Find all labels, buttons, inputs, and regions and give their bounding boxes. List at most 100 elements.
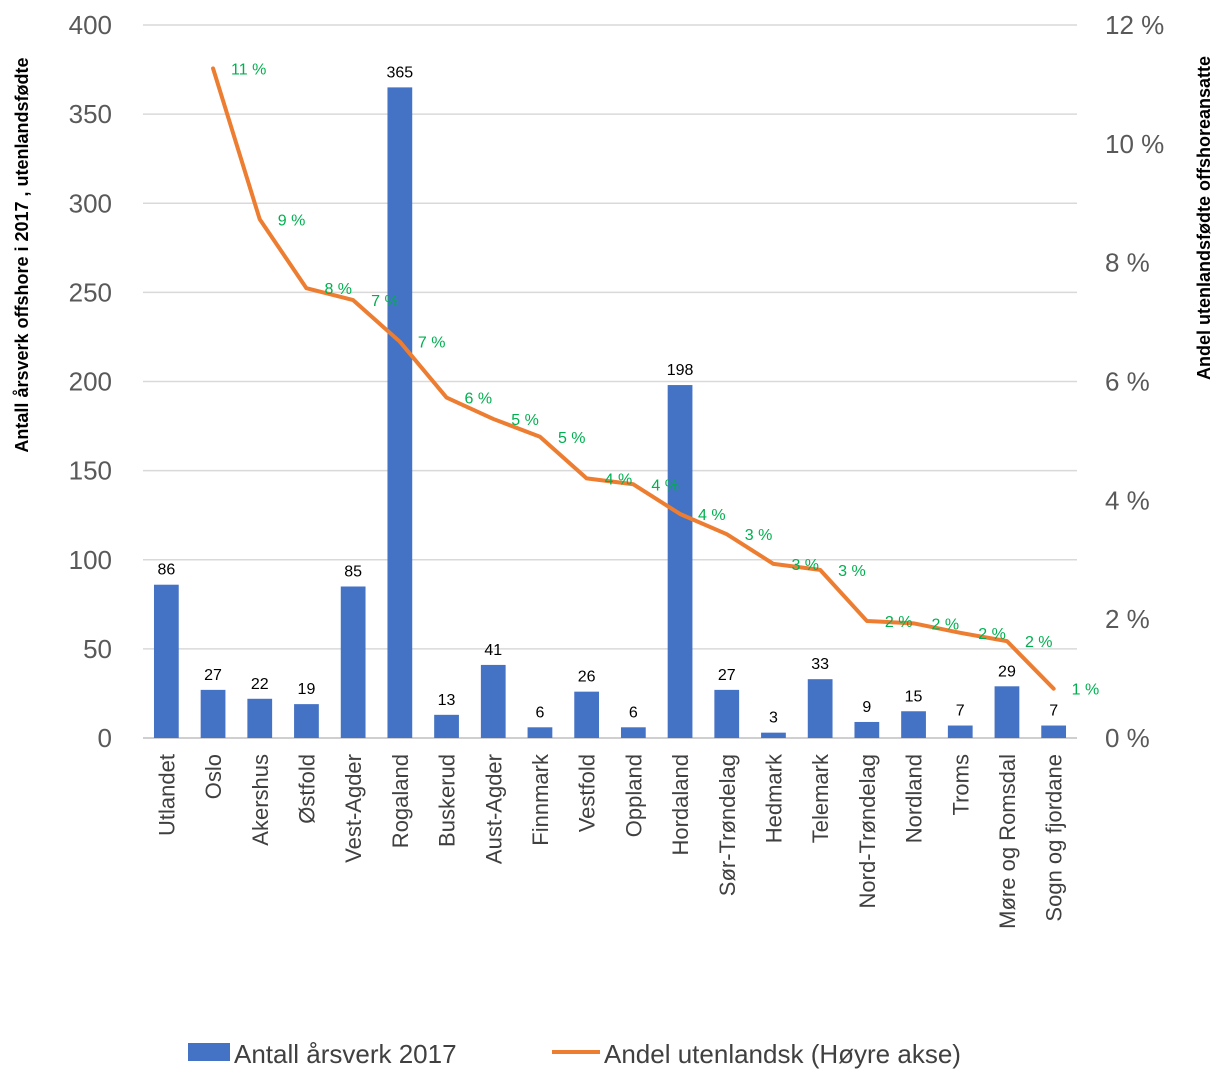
category-label: Utlandet <box>154 754 179 836</box>
left-tick-label: 50 <box>83 634 112 664</box>
line-series <box>211 66 1056 691</box>
bar <box>761 732 786 738</box>
category-label: Sogn og fjordane <box>1042 754 1067 922</box>
bar <box>294 704 319 738</box>
line-value-label: 4 % <box>605 471 633 488</box>
right-tick-label: 6 % <box>1105 367 1150 397</box>
category-label: Nord-Trøndelag <box>855 754 880 908</box>
line-value-label: 11 % <box>231 61 266 78</box>
bar <box>480 664 506 738</box>
bar-value-label: 7 <box>1049 703 1058 720</box>
left-tick-label: 400 <box>69 10 112 40</box>
bar <box>574 691 600 738</box>
left-tick-label: 100 <box>69 545 112 575</box>
bar <box>200 689 226 738</box>
category-label: Buskerud <box>435 754 460 847</box>
category-label: Nordland <box>902 754 927 843</box>
bar <box>807 679 833 738</box>
category-label: Akershus <box>248 754 273 846</box>
legend-label-bars: Antall årsverk 2017 <box>234 1039 457 1069</box>
bar-value-label: 6 <box>535 704 544 721</box>
line-value-label: 1 % <box>1072 682 1100 699</box>
bar <box>1041 725 1067 738</box>
category-label: Troms <box>948 754 973 816</box>
bar <box>387 87 413 738</box>
bar <box>901 711 926 738</box>
line-value-label: 7 % <box>371 293 399 310</box>
left-tick-label: 350 <box>69 99 112 129</box>
category-label: Vestfold <box>575 754 600 832</box>
line-value-label: 7 % <box>418 335 446 352</box>
left-tick-label: 250 <box>69 277 112 307</box>
category-label: Møre og Romsdal <box>995 754 1020 929</box>
left-tick-label: 300 <box>69 188 112 218</box>
line-value-label: 4 % <box>651 477 679 494</box>
right-tick-label: 10 % <box>1105 129 1164 159</box>
right-tick-label: 2 % <box>1105 604 1150 634</box>
category-label: Hedmark <box>761 753 786 843</box>
line-data-labels: 11 % 9 % 8 % 7 % 7 % 6 % 5 % 5 % 4 % 4 % 4 % 3 % 3 %… <box>231 61 1099 698</box>
bar-value-label: 86 <box>157 562 175 579</box>
bar-value-label: 13 <box>438 692 456 709</box>
line-value-label: 9 % <box>278 212 306 229</box>
bar <box>620 727 646 738</box>
bar <box>153 584 179 738</box>
bar-value-label: 3 <box>769 710 778 727</box>
bar-value-label: 27 <box>718 667 736 684</box>
bar-value-label: 33 <box>811 656 829 673</box>
bar-value-label: 22 <box>251 676 269 693</box>
bar <box>247 698 273 738</box>
line-value-label: 4 % <box>698 507 726 524</box>
bar-value-label: 7 <box>956 703 965 720</box>
category-label: Finnmark <box>528 753 553 846</box>
left-tick-label: 0 <box>98 723 112 753</box>
line-value-label: 5 % <box>558 430 586 447</box>
gridlines <box>143 24 1077 739</box>
left-axis-title: Antall årsverk offshore i 2017 , utenlan… <box>12 57 32 452</box>
bar-value-label: 29 <box>998 663 1016 680</box>
category-label: Telemark <box>808 753 833 843</box>
left-axis-ticks: 0 50 100 150 200 250 300 350 400 <box>69 10 112 753</box>
bar-value-label: 365 <box>386 64 413 81</box>
line-value-label: 2 % <box>1025 634 1053 651</box>
line-value-label: 2 % <box>978 626 1006 643</box>
category-axis-labels: Utlandet Oslo Akershus Østfold Vest-Agder Rog… <box>154 753 1066 929</box>
right-tick-label: 8 % <box>1105 248 1150 278</box>
category-label: Sør-Trøndelag <box>715 754 740 896</box>
bar-value-label: 6 <box>629 704 638 721</box>
line-value-label: 8 % <box>324 281 352 298</box>
bar-value-label: 198 <box>667 362 694 379</box>
bar <box>714 689 740 738</box>
legend: Antall årsverk 2017 Andel utenlandsk (Hø… <box>188 1039 961 1069</box>
legend-swatch-bars <box>188 1043 230 1061</box>
line-value-label: 3 % <box>791 557 819 574</box>
left-tick-label: 200 <box>69 367 112 397</box>
bar <box>340 586 366 738</box>
bar <box>434 714 459 738</box>
left-tick-label: 150 <box>69 456 112 486</box>
bar-value-label: 15 <box>905 688 923 705</box>
right-axis-title: Andel utenlandsfødte offshoreansatte <box>1194 56 1214 380</box>
legend-label-line: Andel utenlandsk (Høyre akse) <box>604 1039 961 1069</box>
line-value-label: 5 % <box>511 412 539 429</box>
bar <box>667 385 693 738</box>
right-tick-label: 0 % <box>1105 723 1150 753</box>
category-label: Østfold <box>294 754 319 824</box>
bar-series <box>153 87 1067 738</box>
line-value-label: 3 % <box>745 527 773 544</box>
right-tick-label: 4 % <box>1105 485 1150 515</box>
bar <box>994 686 1020 738</box>
category-label: Rogaland <box>388 754 413 848</box>
category-label: Oslo <box>201 754 226 799</box>
bar-value-label: 27 <box>204 667 222 684</box>
line-series-path <box>211 66 1056 691</box>
bar-value-label: 9 <box>862 699 871 716</box>
bar-value-label: 85 <box>344 563 362 580</box>
category-label: Hordaland <box>668 754 693 856</box>
category-label: Aust-Agder <box>481 754 506 864</box>
bar <box>527 727 553 738</box>
bar <box>947 725 973 738</box>
line-value-label: 2 % <box>885 614 913 631</box>
right-tick-label: 12 % <box>1105 10 1164 40</box>
